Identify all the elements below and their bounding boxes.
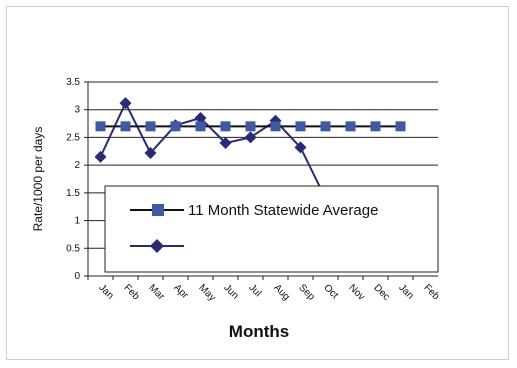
x-tick-label: Jan bbox=[96, 282, 115, 301]
data-point-square bbox=[370, 121, 381, 132]
y-tick-label: 3.5 bbox=[66, 77, 80, 88]
x-tick-label: Nov bbox=[346, 282, 366, 302]
data-point-square bbox=[120, 121, 131, 132]
data-point-diamond bbox=[219, 136, 232, 149]
data-point-square bbox=[320, 121, 331, 132]
x-axis-label: Months bbox=[229, 322, 289, 341]
data-point-diamond bbox=[294, 141, 307, 154]
data-point-square bbox=[245, 121, 256, 132]
x-tick-label: Apr bbox=[171, 282, 190, 301]
x-tick-label: Sep bbox=[296, 282, 317, 303]
data-point-diamond bbox=[94, 150, 107, 163]
data-point-square bbox=[170, 121, 181, 132]
y-tick-label: 2.5 bbox=[66, 132, 80, 143]
x-tick-label: Feb bbox=[121, 282, 141, 302]
x-tick-label: Mar bbox=[146, 282, 166, 302]
x-tick-label: Jun bbox=[221, 282, 240, 301]
data-point-square bbox=[95, 121, 106, 132]
data-point-diamond bbox=[144, 146, 157, 159]
data-point-diamond bbox=[119, 97, 132, 110]
series-group bbox=[94, 97, 406, 205]
x-tick-label: Aug bbox=[271, 282, 291, 302]
data-point-square bbox=[295, 121, 306, 132]
x-tick-label: Feb bbox=[421, 282, 441, 302]
y-tick-label: 0 bbox=[74, 271, 80, 282]
data-point-square bbox=[345, 121, 356, 132]
data-point-square bbox=[270, 121, 281, 132]
data-point-diamond bbox=[244, 131, 257, 144]
x-tick-label: Oct bbox=[321, 282, 340, 301]
x-tick-label: Jan bbox=[396, 282, 415, 301]
axes bbox=[84, 81, 438, 280]
y-tick-label: 3 bbox=[74, 105, 80, 116]
y-tick-label: 0.5 bbox=[66, 243, 80, 254]
data-point-square bbox=[220, 121, 231, 132]
y-tick-label: 1.5 bbox=[66, 188, 80, 199]
x-tick-label: Dec bbox=[371, 282, 391, 302]
series-line-1 bbox=[99, 100, 351, 200]
y-tick-labels: 0 0.5 1 1.5 2 2.5 3 3.5 bbox=[66, 77, 80, 282]
x-tick-label: May bbox=[196, 282, 217, 303]
data-point-square bbox=[145, 121, 156, 132]
chart-frame bbox=[6, 6, 509, 360]
y-axis-label: Rate/1000 per days bbox=[31, 127, 45, 232]
x-tick-label: Jul bbox=[246, 282, 263, 299]
data-point-square bbox=[395, 121, 406, 132]
legend-box bbox=[104, 185, 439, 273]
legend-marker-diamond bbox=[150, 239, 164, 253]
y-tick-label: 1 bbox=[74, 216, 80, 227]
data-point-diamond bbox=[194, 112, 207, 125]
y-tick-label: 2 bbox=[74, 160, 80, 171]
x-tick-labels: Jan Feb Mar Apr May Jun Jul Aug Sep Oct Nov Dec Jan F… bbox=[96, 282, 441, 303]
data-point-square bbox=[195, 121, 206, 132]
legend-marker-square bbox=[152, 204, 164, 216]
legend-label: 11 Month Statewide Average bbox=[188, 202, 378, 219]
legend: 11 Month Statewide Average bbox=[104, 185, 439, 273]
